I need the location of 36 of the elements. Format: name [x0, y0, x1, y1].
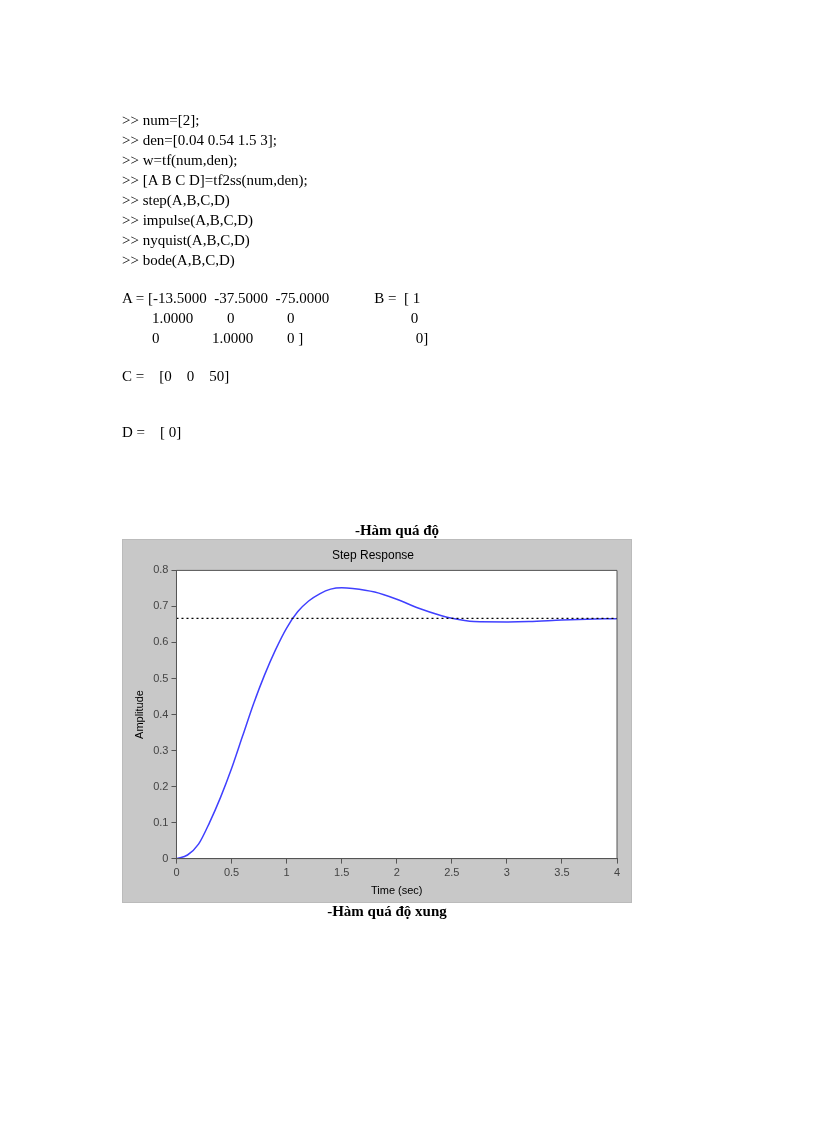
x-tick-label: 0.5 [223, 866, 240, 879]
x-tick-label: 2 [393, 866, 400, 879]
text: >> w=tf(num,den); [122, 151, 239, 170]
y-tick-label: 0.8 [153, 563, 169, 576]
chart-subtitle: -Hàm quá độ [353, 522, 441, 539]
y-axis-title: Amplitude [132, 690, 145, 739]
text: >> step(A,B,C,D) [122, 191, 231, 210]
x-tick-label: 4 [613, 866, 621, 879]
y-tick-label: 0.5 [153, 671, 169, 684]
text: >> [A B C D]=tf2ss(num,den); [122, 171, 309, 190]
text: >> den=[0.04 0.54 1.5 3]; [122, 131, 278, 150]
text: A = [-13.5000 -37.5000 -75.0000 B = [ 1 [122, 289, 422, 308]
chart-title: Step Response [331, 547, 415, 562]
y-tick-label: 0.2 [153, 779, 169, 792]
y-tick-label: 0.1 [153, 815, 169, 828]
x-axis-title: Time (sec) [370, 884, 423, 897]
x-tick-label: 1 [283, 866, 290, 879]
text: >> bode(A,B,C,D) [122, 251, 236, 270]
text: >> nyquist(A,B,C,D) [122, 231, 251, 250]
x-tick-label: 2.5 [444, 866, 460, 879]
x-tick-label: 0 [173, 866, 180, 879]
text: D = [ 0] [122, 423, 183, 442]
y-tick-label: 0.7 [153, 599, 169, 612]
text: >> num=[2]; [122, 111, 201, 130]
text: >> impulse(A,B,C,D) [122, 211, 255, 230]
x-tick-label: 3.5 [554, 866, 570, 879]
y-tick-label: 0.6 [153, 635, 169, 648]
text: C = [0 0 50] [122, 367, 231, 386]
text: 1.0000 0 0 0 [151, 309, 420, 328]
y-tick-label: 0.3 [153, 743, 169, 756]
y-tick-label: 0.4 [153, 707, 169, 720]
x-tick-label: 1.5 [334, 866, 350, 879]
text: 0 1.0000 0 ] 0] [151, 329, 430, 348]
y-tick-label: 0 [162, 851, 169, 864]
x-tick-label: 3 [503, 866, 510, 879]
text: -Hàm quá độ xung [326, 903, 448, 920]
